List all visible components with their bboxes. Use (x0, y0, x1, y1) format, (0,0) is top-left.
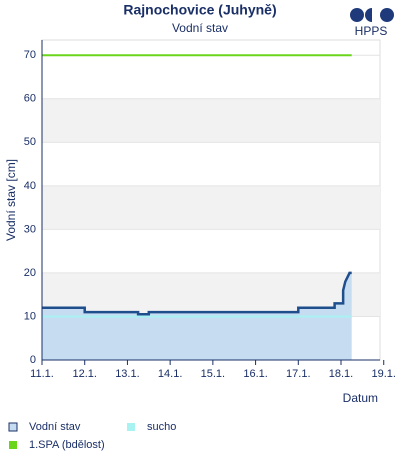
y-tick-label: 60 (24, 93, 36, 105)
y-tick-label: 50 (24, 136, 36, 148)
x-tick-label: 18.1. (329, 368, 353, 380)
legend-swatch (8, 422, 18, 432)
y-tick-label: 10 (24, 310, 36, 322)
x-tick-label: 13.1. (115, 368, 139, 380)
legend-label: sucho (147, 421, 176, 433)
logo-circle (350, 8, 364, 22)
chart-title: Rajnochovice (Juhyně) (123, 2, 276, 18)
y-tick-label: 20 (24, 267, 36, 279)
line (42, 271, 352, 316)
y-tick-label: 0 (30, 354, 36, 366)
legend-swatch (127, 423, 135, 431)
logo-text: HPPS (355, 24, 388, 38)
logo-circle (380, 8, 394, 22)
legend-label: Vodní stav (29, 421, 81, 433)
x-tick-label: 16.1. (243, 368, 267, 380)
chart-subtitle: Vodní stav (172, 21, 228, 35)
grid-band (42, 185, 380, 230)
y-tick-label: 30 (24, 223, 36, 235)
y-tick-label: 70 (24, 49, 36, 61)
y-tick-label: 40 (24, 180, 36, 192)
x-tick-label: 11.1. (30, 368, 54, 380)
legend-label: 1.SPA (bdělost) (29, 439, 105, 451)
x-tick-label: 19.1. (371, 368, 395, 380)
x-tick-label: 14.1. (158, 368, 182, 380)
x-axis-title: Datum (343, 391, 378, 405)
x-tick-label: 12.1. (72, 368, 96, 380)
y-axis-title: Vodní stav [cm] (4, 159, 18, 241)
logo-cut (372, 8, 379, 22)
grid-band (42, 98, 380, 143)
x-tick-label: 15.1. (201, 368, 225, 380)
legend-swatch (9, 441, 17, 449)
x-tick-label: 17.1. (286, 368, 310, 380)
logo: HPPS (350, 8, 394, 38)
